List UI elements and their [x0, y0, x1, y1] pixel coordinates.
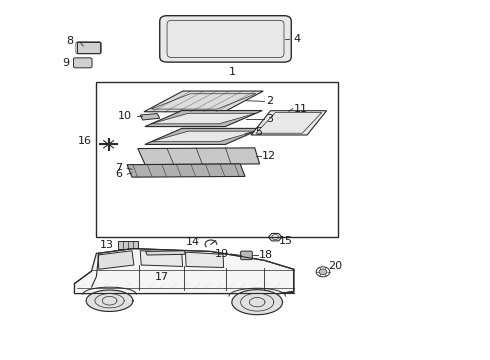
Text: 16: 16 — [77, 136, 92, 147]
Polygon shape — [151, 113, 256, 124]
Polygon shape — [145, 111, 262, 127]
Polygon shape — [140, 113, 160, 120]
Text: 2: 2 — [266, 96, 273, 107]
Text: 6: 6 — [115, 169, 122, 179]
Bar — [77, 42, 100, 53]
Polygon shape — [140, 251, 183, 266]
Polygon shape — [151, 94, 256, 109]
Text: 11: 11 — [294, 104, 308, 113]
Polygon shape — [186, 252, 223, 267]
FancyBboxPatch shape — [241, 251, 252, 260]
Bar — [97, 82, 338, 237]
Text: 4: 4 — [294, 34, 301, 44]
Text: 17: 17 — [155, 272, 169, 282]
Polygon shape — [127, 164, 245, 177]
Text: 7: 7 — [115, 163, 122, 173]
FancyBboxPatch shape — [167, 20, 284, 58]
Text: 12: 12 — [262, 151, 276, 161]
Polygon shape — [146, 251, 186, 255]
Polygon shape — [144, 91, 263, 112]
Text: 19: 19 — [215, 249, 229, 259]
Text: 13: 13 — [99, 240, 114, 250]
Text: 14: 14 — [186, 237, 200, 247]
Text: 3: 3 — [266, 113, 273, 123]
Polygon shape — [145, 129, 262, 144]
Polygon shape — [74, 249, 294, 294]
Text: 10: 10 — [118, 111, 132, 121]
FancyBboxPatch shape — [74, 58, 92, 68]
Polygon shape — [138, 148, 260, 165]
Text: 9: 9 — [63, 58, 70, 68]
FancyBboxPatch shape — [160, 16, 291, 62]
Polygon shape — [98, 251, 134, 269]
Text: 18: 18 — [259, 250, 273, 260]
Polygon shape — [151, 131, 256, 142]
Polygon shape — [86, 290, 133, 311]
Text: 20: 20 — [328, 261, 342, 271]
Text: 5: 5 — [255, 127, 262, 137]
Text: 1: 1 — [229, 67, 236, 77]
Circle shape — [319, 269, 327, 275]
Text: 15: 15 — [279, 236, 293, 246]
Bar — [118, 241, 138, 249]
Polygon shape — [251, 111, 327, 135]
Text: 8: 8 — [66, 36, 74, 46]
Polygon shape — [232, 290, 283, 315]
